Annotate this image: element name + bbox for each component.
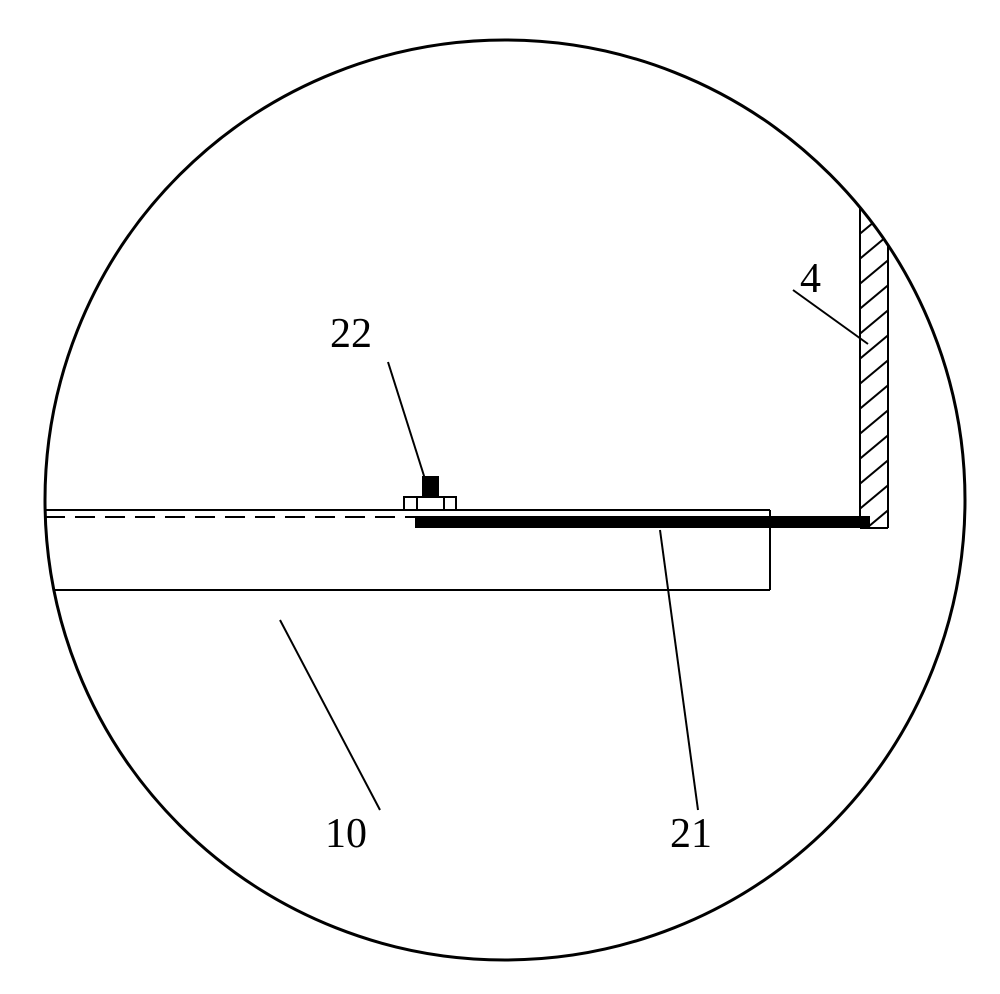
detail-diagram <box>0 0 1000 994</box>
label-10: 10 <box>325 810 367 858</box>
label-22: 22 <box>330 310 372 358</box>
label-4: 4 <box>800 255 821 303</box>
label-21: 21 <box>670 810 712 858</box>
